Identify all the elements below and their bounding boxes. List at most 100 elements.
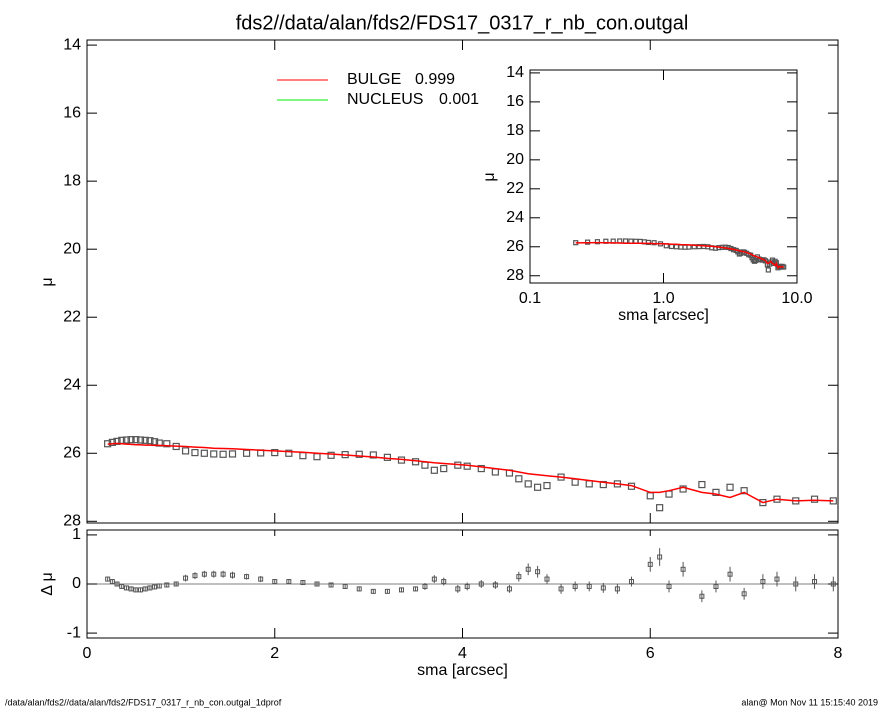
residual-point — [741, 591, 747, 597]
residual-point — [123, 585, 129, 591]
x-tick-label: 0.1 — [519, 290, 541, 307]
data-point — [712, 488, 720, 496]
residual-point — [192, 573, 198, 579]
x-tick-label: 0 — [83, 645, 92, 662]
residual-point — [525, 566, 531, 572]
residual-point — [119, 583, 125, 589]
data-point — [698, 480, 706, 489]
residual-point — [464, 583, 470, 589]
data-point — [594, 239, 601, 245]
residual-point — [356, 586, 362, 592]
residual-point — [109, 579, 115, 585]
residual-point — [286, 579, 292, 585]
data-point — [127, 436, 135, 444]
residual-point — [727, 571, 733, 577]
residual-point — [431, 576, 437, 582]
data-point — [645, 239, 651, 246]
y-axis-label: Δ μ — [39, 572, 56, 595]
x-tick-label: 4 — [458, 645, 467, 662]
residual-point — [413, 586, 419, 592]
y-tick-label: 24 — [506, 209, 524, 226]
data-point — [132, 436, 140, 444]
data-point — [740, 487, 748, 495]
data-point — [136, 436, 145, 444]
data-point — [430, 466, 438, 474]
data-point — [515, 475, 523, 483]
y-tick-label: 26 — [63, 444, 81, 461]
y-tick-label: 14 — [63, 36, 81, 53]
residual-point — [152, 584, 158, 590]
residual-point — [156, 583, 162, 589]
data-point — [271, 448, 279, 457]
chart-title: fds2//data/alan/fds2/FDS17_0317_r_nb_con… — [236, 12, 689, 34]
residual-point — [114, 581, 120, 587]
residual-point — [370, 588, 376, 594]
residual-point — [774, 576, 780, 582]
data-point — [751, 258, 758, 264]
data-point — [285, 449, 293, 457]
residual-point — [586, 583, 592, 589]
residual-point — [183, 575, 189, 581]
data-point — [181, 447, 190, 455]
data-point — [810, 495, 819, 503]
legend-value: 0.001 — [439, 91, 479, 108]
residual-point — [812, 579, 818, 585]
y-axis-label: μ — [39, 277, 56, 286]
residual-point — [138, 587, 144, 593]
x-tick-label: 2 — [270, 645, 279, 662]
model-line — [107, 442, 834, 504]
data-point — [122, 436, 131, 444]
data-point — [369, 451, 377, 459]
residual-point — [258, 576, 264, 582]
footer-left: /data/alan/fds2//data/alan/fds2/FDS17_03… — [5, 697, 282, 707]
data-point — [765, 267, 771, 273]
residual-point — [300, 580, 306, 586]
legend-label: NUCLEUS — [347, 91, 423, 108]
data-point — [440, 464, 448, 473]
residual-point — [713, 583, 719, 589]
residual-point — [342, 583, 348, 589]
data-point — [191, 448, 199, 457]
residual-point — [314, 581, 320, 587]
y-tick-label: 18 — [506, 122, 524, 139]
residual-point — [535, 569, 541, 575]
residual-point — [680, 566, 686, 572]
y-tick-label: 14 — [506, 64, 524, 81]
residual-point — [201, 571, 207, 577]
residual-point — [173, 581, 179, 587]
y-tick-label: 16 — [506, 93, 524, 110]
data-point — [113, 437, 121, 445]
residual-point — [478, 581, 484, 587]
x-tick-label: 6 — [646, 645, 655, 662]
residual-point — [455, 586, 461, 592]
x-axis-label: sma [arcsec] — [417, 662, 508, 679]
residual-point — [220, 571, 226, 577]
residual-point — [244, 574, 250, 580]
residual-point — [441, 579, 447, 585]
residual-point — [793, 581, 799, 587]
data-point — [210, 450, 218, 458]
data-point — [355, 450, 363, 458]
y-tick-label: 20 — [506, 151, 524, 168]
data-point — [533, 483, 542, 491]
data-point — [726, 483, 734, 491]
y-tick-label: 28 — [506, 267, 524, 284]
residual-point — [614, 586, 620, 592]
data-point — [524, 480, 532, 488]
data-point — [108, 438, 116, 446]
y-tick-label: 24 — [63, 376, 81, 393]
data-point — [200, 449, 208, 457]
y-tick-label: 20 — [63, 240, 81, 257]
residual-point — [230, 572, 236, 578]
legend-label: BULGE — [347, 71, 401, 88]
model-line — [575, 241, 784, 270]
data-point — [656, 504, 664, 512]
residual-point — [211, 571, 217, 577]
residual-point — [147, 585, 153, 591]
residual-point — [558, 586, 564, 592]
residual-point — [384, 588, 390, 594]
data-point — [228, 450, 237, 458]
data-point — [679, 485, 687, 493]
data-point — [219, 450, 227, 458]
residual-point — [398, 587, 404, 593]
